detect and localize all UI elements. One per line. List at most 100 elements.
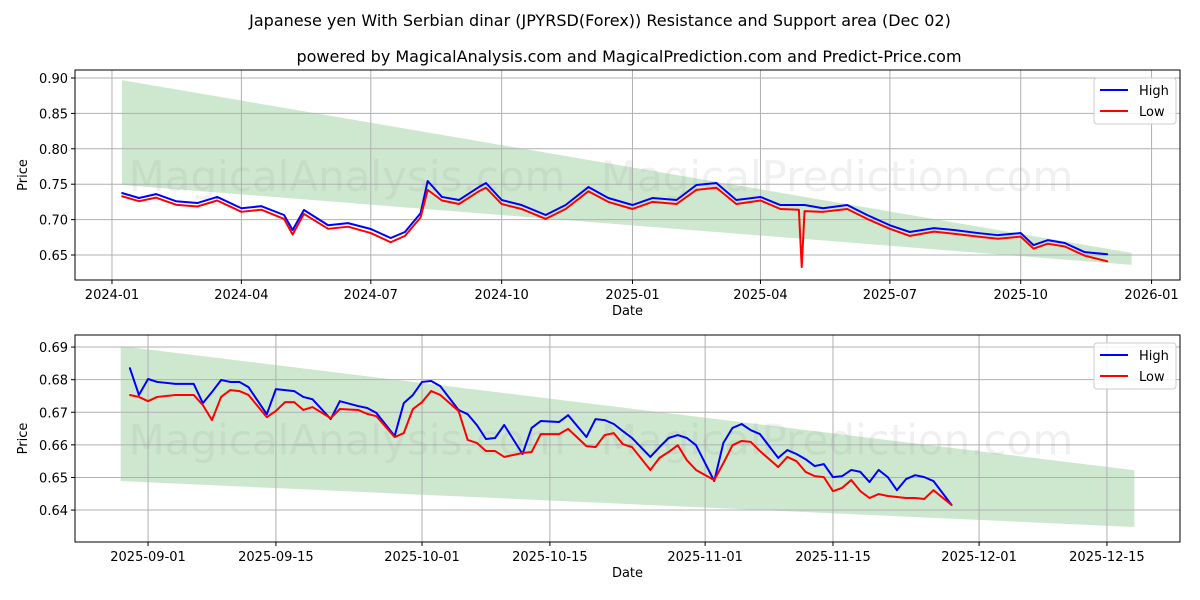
data-point-low <box>877 493 880 495</box>
data-point-low <box>494 450 496 452</box>
data-point-high <box>759 433 761 435</box>
data-point-low <box>889 228 891 230</box>
data-point-low <box>121 195 123 198</box>
data-point-high <box>658 446 661 448</box>
data-point-high <box>823 463 825 465</box>
data-point-low <box>777 466 779 468</box>
legend-label-low: Low <box>1139 105 1165 120</box>
data-point-low <box>357 409 359 411</box>
data-point-low <box>607 201 610 203</box>
data-point-low <box>375 415 378 417</box>
data-point-high <box>404 231 406 233</box>
data-point-low <box>686 459 688 461</box>
data-point-low <box>567 428 569 430</box>
data-point-high <box>740 423 743 425</box>
data-point-low <box>803 210 806 212</box>
data-point-low <box>284 401 286 403</box>
data-point-low <box>265 416 268 418</box>
chart-subtitle: powered by MagicalAnalysis.com and Magic… <box>296 47 961 66</box>
data-point-high <box>138 394 140 396</box>
y-tick-label: 0.65 <box>39 249 68 264</box>
watermark: MagicalPrediction.com <box>601 416 1074 465</box>
data-point-low <box>485 186 487 189</box>
data-point-low <box>735 203 738 205</box>
data-point-high <box>156 381 158 383</box>
data-point-low <box>155 196 157 199</box>
data-point-low <box>530 451 533 453</box>
data-point-high <box>777 457 779 459</box>
data-point-low <box>156 396 158 398</box>
data-point-high <box>357 405 359 407</box>
data-point-low <box>923 498 926 500</box>
watermark: MagicalAnalysis.com <box>129 152 566 201</box>
data-point-high <box>779 204 782 206</box>
x-tick-label: 2025-09-01 <box>110 550 186 565</box>
support-resistance-band <box>121 80 1132 265</box>
data-point-low <box>603 434 606 436</box>
data-point-low <box>866 218 868 220</box>
data-point-low <box>594 446 597 448</box>
data-point-low <box>905 497 907 499</box>
data-point-high <box>439 385 442 387</box>
x-tick-label: 2026-01 <box>1124 288 1178 303</box>
x-tick-label: 2025-09-15 <box>238 550 314 565</box>
data-point-low <box>804 471 807 473</box>
data-point-low <box>311 406 314 408</box>
data-point-high <box>503 424 506 426</box>
y-tick-label: 0.85 <box>39 107 68 122</box>
data-point-high <box>933 227 935 229</box>
x-tick-label: 2025-11-15 <box>795 550 871 565</box>
data-point-low <box>749 441 752 443</box>
data-point-high <box>260 205 263 207</box>
y-axis-label: Price <box>16 423 31 455</box>
data-point-high <box>735 199 738 201</box>
data-point-low <box>196 205 199 208</box>
data-point-high <box>585 436 588 438</box>
x-tick-label: 2024-01 <box>85 288 139 303</box>
data-point-high <box>997 234 999 236</box>
x-tick-label: 2025-04 <box>733 288 787 303</box>
data-point-low <box>950 504 953 506</box>
data-point-high <box>607 197 610 199</box>
data-point-low <box>478 190 480 193</box>
data-point-high <box>800 204 803 206</box>
data-point-low <box>476 442 478 444</box>
x-tick-label: 2024-10 <box>474 288 528 303</box>
data-point-high <box>291 229 294 231</box>
data-point-low <box>347 225 349 228</box>
data-point-low <box>503 456 506 458</box>
data-point-low <box>1019 235 1022 238</box>
chart-title: Japanese yen With Serbian dinar (JPYRSD(… <box>248 11 951 30</box>
data-point-high <box>749 429 752 431</box>
data-point-low <box>1032 247 1035 250</box>
data-point-low <box>421 401 423 403</box>
data-point-high <box>216 196 219 198</box>
data-point-high <box>238 381 241 383</box>
data-point-low <box>520 208 523 210</box>
data-point-low <box>1083 254 1086 257</box>
data-point-high <box>494 437 496 439</box>
data-point-low <box>675 203 678 205</box>
x-axis-label: Date <box>612 304 643 319</box>
legend-label-high: High <box>1139 349 1169 364</box>
data-point-high <box>1083 251 1086 253</box>
data-point-high <box>1046 239 1049 241</box>
data-point-high <box>676 434 679 436</box>
data-point-high <box>466 413 469 416</box>
watermark: MagicalAnalysis.com <box>129 416 566 465</box>
data-point-high <box>622 430 624 432</box>
data-point-low <box>485 450 487 452</box>
data-point-high <box>813 465 816 467</box>
data-point-high <box>977 232 979 234</box>
data-point-low <box>676 444 679 446</box>
data-point-low <box>419 216 422 219</box>
data-point-high <box>798 204 800 206</box>
y-tick-label: 0.75 <box>39 178 68 193</box>
data-point-low <box>850 479 853 481</box>
data-point-low <box>275 410 277 412</box>
x-tick-label: 2025-01 <box>605 288 659 303</box>
y-tick-label: 0.70 <box>39 214 68 229</box>
data-point-low <box>293 401 295 403</box>
data-point-high <box>476 424 478 426</box>
data-point-low <box>722 462 725 464</box>
